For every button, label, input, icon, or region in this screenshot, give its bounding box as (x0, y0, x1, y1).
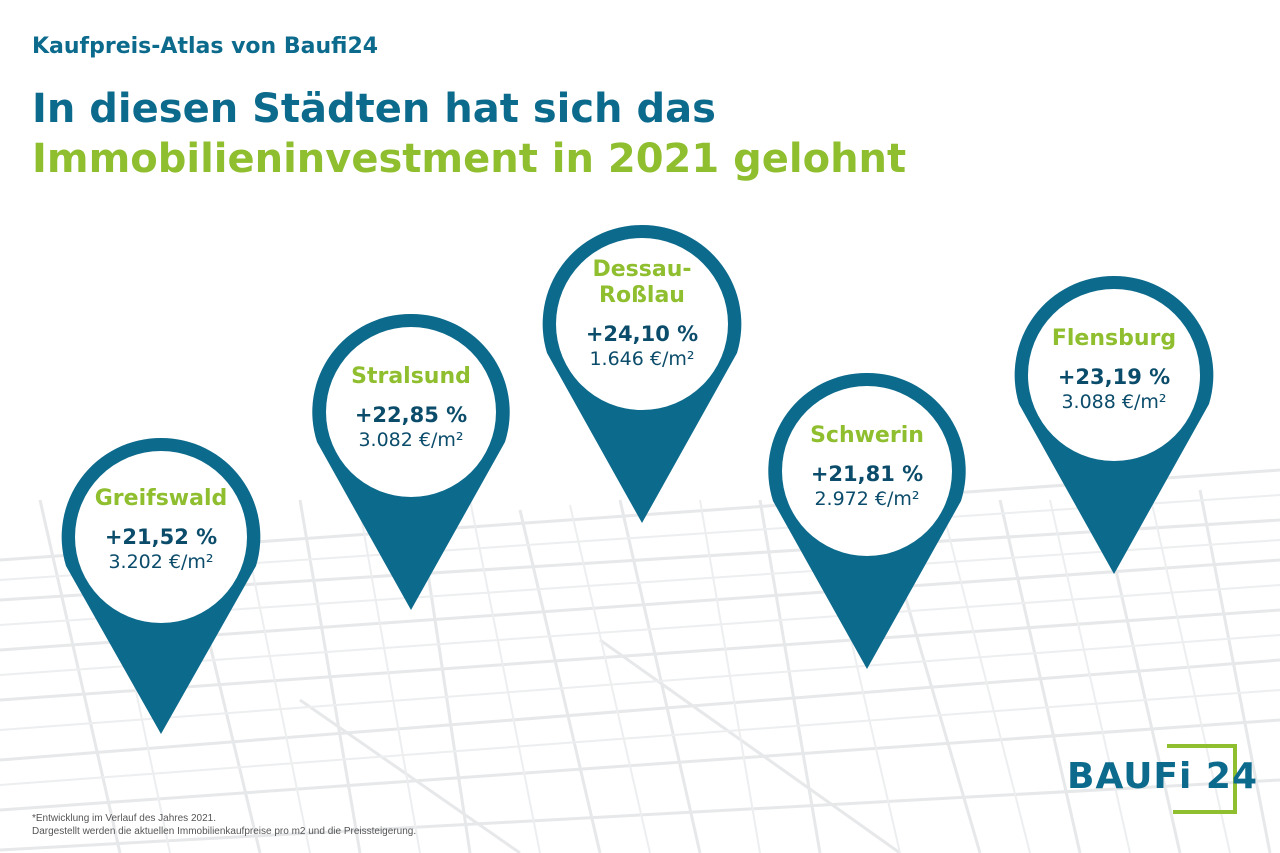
price-change: +21,81 % (810, 462, 924, 486)
baufi24-logo: BAUFi 24 (1067, 744, 1257, 820)
map-pin-icon (768, 372, 966, 669)
map-pin-flensburg: Flensburg +23,19 % 3.088 €/m² (1014, 275, 1214, 576)
map-pin-stralsund: Stralsund +22,85 % 3.082 €/m² (312, 313, 510, 612)
map-pin-icon (1014, 275, 1214, 574)
map-pin-dessau-rosslau: Dessau- Roßlau +24,10 % 1.646 €/m² (542, 224, 742, 525)
map-pin-icon (312, 313, 510, 610)
footnote: *Entwicklung im Verlauf des Jahres 2021.… (32, 812, 416, 838)
logo-frame-cap (1167, 744, 1177, 748)
city-name-line-1: Dessau- (592, 257, 692, 282)
footnote-line-1: *Entwicklung im Verlauf des Jahres 2021. (32, 813, 216, 824)
map-pin-icon (61, 437, 261, 734)
headline-line-2: Immobilieninvestment in 2021 gelohnt (32, 136, 907, 182)
kicker-title: Kaufpreis-Atlas von Baufi24 (32, 34, 379, 59)
logo-text: BAUFi 24 (1067, 756, 1258, 797)
city-name: Schwerin (810, 423, 924, 448)
city-name: Flensburg (1051, 326, 1177, 351)
map-pin-icon (542, 224, 742, 524)
price-change: +22,85 % (354, 403, 468, 427)
map-pin-schwerin: Schwerin +21,81 % 2.972 €/m² (768, 372, 966, 671)
price-change: +23,19 % (1057, 365, 1171, 389)
price-per-sqm: 1.646 €/m² (589, 348, 695, 370)
price-per-sqm: 3.082 €/m² (358, 429, 464, 451)
price-change: +21,52 % (104, 525, 218, 549)
city-name: Stralsund (351, 364, 471, 389)
city-name-line-2: Roßlau (599, 283, 685, 308)
footnote-line-2: Dargestellt werden die aktuellen Immobil… (32, 826, 417, 837)
price-per-sqm: 3.202 €/m² (108, 551, 214, 573)
city-name: Greifswald (94, 486, 228, 511)
price-per-sqm: 3.088 €/m² (1061, 391, 1167, 413)
price-change: +24,10 % (585, 322, 699, 346)
logo-frame (1173, 744, 1237, 814)
price-per-sqm: 2.972 €/m² (814, 488, 920, 510)
headline: In diesen Städten hat sich das Immobilie… (32, 84, 906, 184)
headline-line-1: In diesen Städten hat sich das (32, 86, 716, 132)
map-pin-greifswald: Greifswald +21,52 % 3.202 €/m² (61, 437, 261, 736)
